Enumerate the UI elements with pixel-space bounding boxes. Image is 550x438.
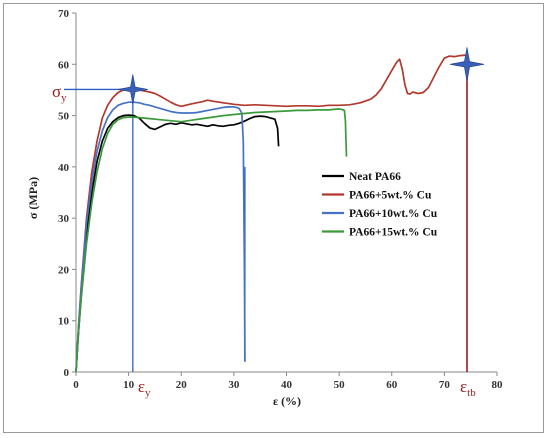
eps-y-label: εy: [138, 377, 151, 399]
legend-entry-4: PA66+15wt.% Cu: [349, 227, 438, 239]
series-line-3: [75, 101, 246, 373]
legend-entry-2: PA66+5wt.% Cu: [349, 190, 432, 202]
x-axis-label: ε (%): [273, 394, 301, 408]
x-tick-label: 30: [228, 379, 240, 391]
x-tick-label: 50: [334, 379, 346, 391]
axes: [72, 12, 498, 376]
y-axis-label: σ (MPa): [26, 177, 40, 219]
sigma-y-label: σy: [52, 82, 67, 104]
y-tick-label: 30: [58, 213, 70, 225]
y-tick-label: 20: [58, 264, 70, 276]
eps-tb-label: εtb: [460, 377, 476, 399]
chart-frame: [3, 3, 544, 433]
legend-entry-1: Neat PA66: [349, 171, 401, 183]
x-tick-label: 60: [386, 379, 398, 391]
y-tick-label: 70: [58, 8, 70, 20]
eps-tb-label-symbol: ε: [460, 377, 467, 396]
eps-y-label-symbol: ε: [138, 377, 145, 396]
y-tick-label: 10: [58, 316, 70, 328]
x-tick-label: 40: [281, 379, 293, 391]
legend-entry-3: PA66+10wt.% Cu: [349, 208, 438, 220]
x-tick-label: 20: [176, 379, 188, 391]
y-tick-label: 40: [58, 162, 70, 174]
break-star-marker: [449, 47, 485, 82]
y-tick-label: 0: [64, 367, 70, 379]
yield-star-marker: [117, 74, 148, 105]
series-line-1: [75, 114, 280, 373]
y-tick-label: 50: [58, 111, 70, 123]
sigma-y-label-symbol: σ: [52, 82, 61, 101]
y-tick-label: 60: [58, 59, 70, 71]
x-tick-label: 10: [123, 379, 135, 391]
x-tick-label: 0: [73, 379, 79, 391]
x-tick-label: 70: [439, 379, 451, 391]
sigma-y-label-subscript: y: [61, 92, 67, 104]
tick-labels: 0 10 20 30 40 50 60 70 0 10 20 30 40 50 60 70 80: [58, 8, 503, 391]
series-line-4: [75, 108, 348, 373]
legend: Neat PA66 PA66+5wt.% Cu PA66+10wt.% Cu PA66…: [322, 171, 438, 239]
eps-tb-label-subscript: tb: [467, 387, 476, 399]
eps-y-label-subscript: y: [145, 387, 151, 399]
x-tick-label: 80: [492, 379, 504, 391]
